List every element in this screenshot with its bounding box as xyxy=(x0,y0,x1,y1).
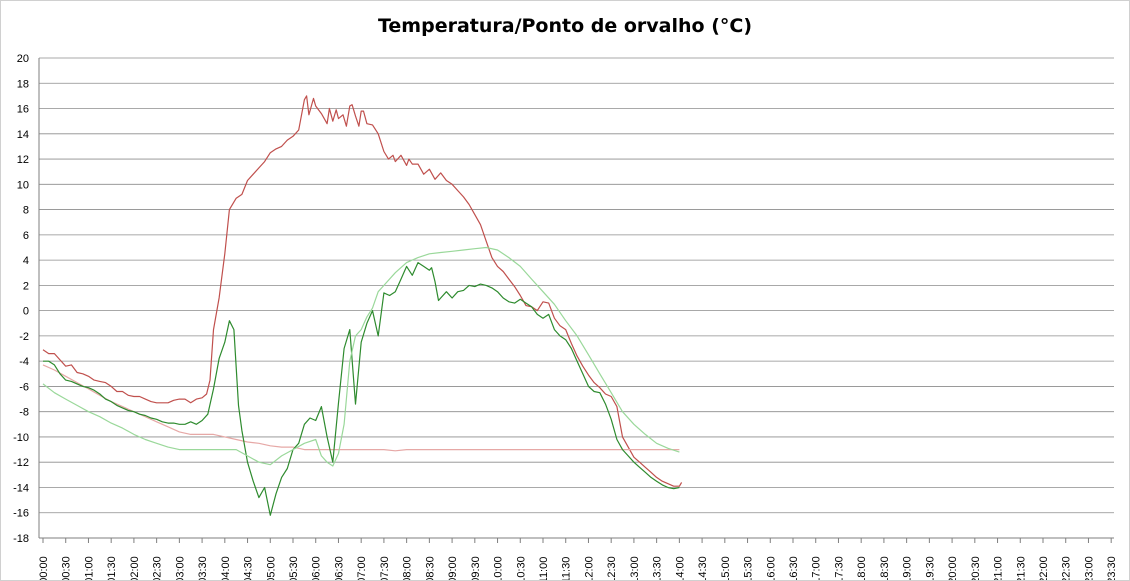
x-tick-label: 22:00 xyxy=(1038,556,1050,580)
y-tick-label: -8 xyxy=(19,407,29,419)
y-tick-label: -2 xyxy=(19,331,29,343)
x-tick-label: 08:30 xyxy=(424,556,436,580)
x-tick-label: 00:00 xyxy=(38,556,50,580)
x-tick-label: 03:30 xyxy=(197,556,209,580)
y-tick-label: 12 xyxy=(17,154,29,166)
x-tick-label: 03:00 xyxy=(174,556,186,580)
x-tick-label: 23:00 xyxy=(1083,556,1095,580)
series-line-4 xyxy=(42,246,680,467)
x-tick-label: 02:30 xyxy=(152,556,164,580)
x-tick-label: 04:30 xyxy=(243,556,255,580)
series-line-3 xyxy=(43,262,680,516)
x-tick-label: 18:00 xyxy=(856,556,868,580)
x-tick-label: 13:00 xyxy=(629,556,641,580)
y-tick-label: -12 xyxy=(13,457,29,469)
y-tick-label: 4 xyxy=(23,255,29,267)
x-tick-label: 20:00 xyxy=(947,556,959,580)
x-tick-label: 14:30 xyxy=(697,556,709,580)
x-tick-label: 15:00 xyxy=(720,556,732,580)
x-tick-label: 01:00 xyxy=(83,556,95,580)
y-tick-label: 16 xyxy=(17,104,29,116)
x-tick-label: 23:30 xyxy=(1106,556,1118,580)
x-tick-label: 07:30 xyxy=(379,556,391,580)
x-tick-label: 06:30 xyxy=(333,556,345,580)
x-tick-label: 07:00 xyxy=(356,556,368,580)
x-tick-label: 16:30 xyxy=(788,556,800,580)
x-tick-label: 09:00 xyxy=(447,556,459,580)
x-tick-label: 13:30 xyxy=(652,556,664,580)
x-tick-label: 01:30 xyxy=(106,556,118,580)
y-tick-label: 6 xyxy=(23,230,29,242)
x-tick-label: 10:00 xyxy=(493,556,505,580)
y-tick-label: 10 xyxy=(17,179,29,191)
x-tick-label: 15:30 xyxy=(743,556,755,580)
y-tick-label: -16 xyxy=(13,508,29,520)
x-tick-label: 14:00 xyxy=(674,556,686,580)
x-tick-label: 06:00 xyxy=(311,556,323,580)
y-tick-label: -4 xyxy=(19,356,29,368)
x-tick-label: 12:30 xyxy=(606,556,618,580)
x-tick-label: 09:30 xyxy=(470,556,482,580)
x-tick-label: 04:00 xyxy=(220,556,232,580)
x-tick-label: 17:00 xyxy=(811,556,823,580)
y-tick-label: 8 xyxy=(23,205,29,217)
x-tick-label: 08:00 xyxy=(402,556,414,580)
x-tick-label: 16:00 xyxy=(765,556,777,580)
x-tick-label: 21:00 xyxy=(993,556,1005,580)
x-tick-label: 17:30 xyxy=(833,556,845,580)
y-tick-label: -14 xyxy=(13,482,29,494)
x-tick-label: 12:00 xyxy=(583,556,595,580)
y-tick-label: 0 xyxy=(23,306,29,318)
x-tick-label: 11:30 xyxy=(561,557,573,580)
x-tick-label: 10:30 xyxy=(515,556,527,580)
y-tick-label: -10 xyxy=(13,432,29,444)
x-tick-label: 19:30 xyxy=(924,556,936,580)
y-tick-label: 18 xyxy=(17,78,29,90)
x-tick-label: 22:30 xyxy=(1061,556,1073,580)
series-line-2 xyxy=(42,364,680,452)
y-tick-label: 14 xyxy=(17,129,29,141)
x-tick-label: 18:30 xyxy=(879,556,891,580)
x-tick-label: 11:00 xyxy=(538,557,550,580)
x-tick-label: 20:30 xyxy=(970,556,982,580)
y-tick-label: -6 xyxy=(19,381,29,393)
x-tick-label: 00:30 xyxy=(61,556,73,580)
x-tick-label: 02:00 xyxy=(129,556,141,580)
series-line-1 xyxy=(42,95,683,487)
x-tick-label: 21:30 xyxy=(1015,556,1027,580)
x-tick-label: 05:00 xyxy=(265,556,277,580)
y-tick-label: -18 xyxy=(13,533,29,545)
x-tick-label: 05:30 xyxy=(288,556,300,580)
y-tick-label: 2 xyxy=(23,280,29,292)
y-tick-label: 20 xyxy=(17,53,29,65)
chart-title: Temperatura/Ponto de orvalho (°C) xyxy=(377,15,753,37)
x-tick-label: 19:00 xyxy=(902,556,914,580)
